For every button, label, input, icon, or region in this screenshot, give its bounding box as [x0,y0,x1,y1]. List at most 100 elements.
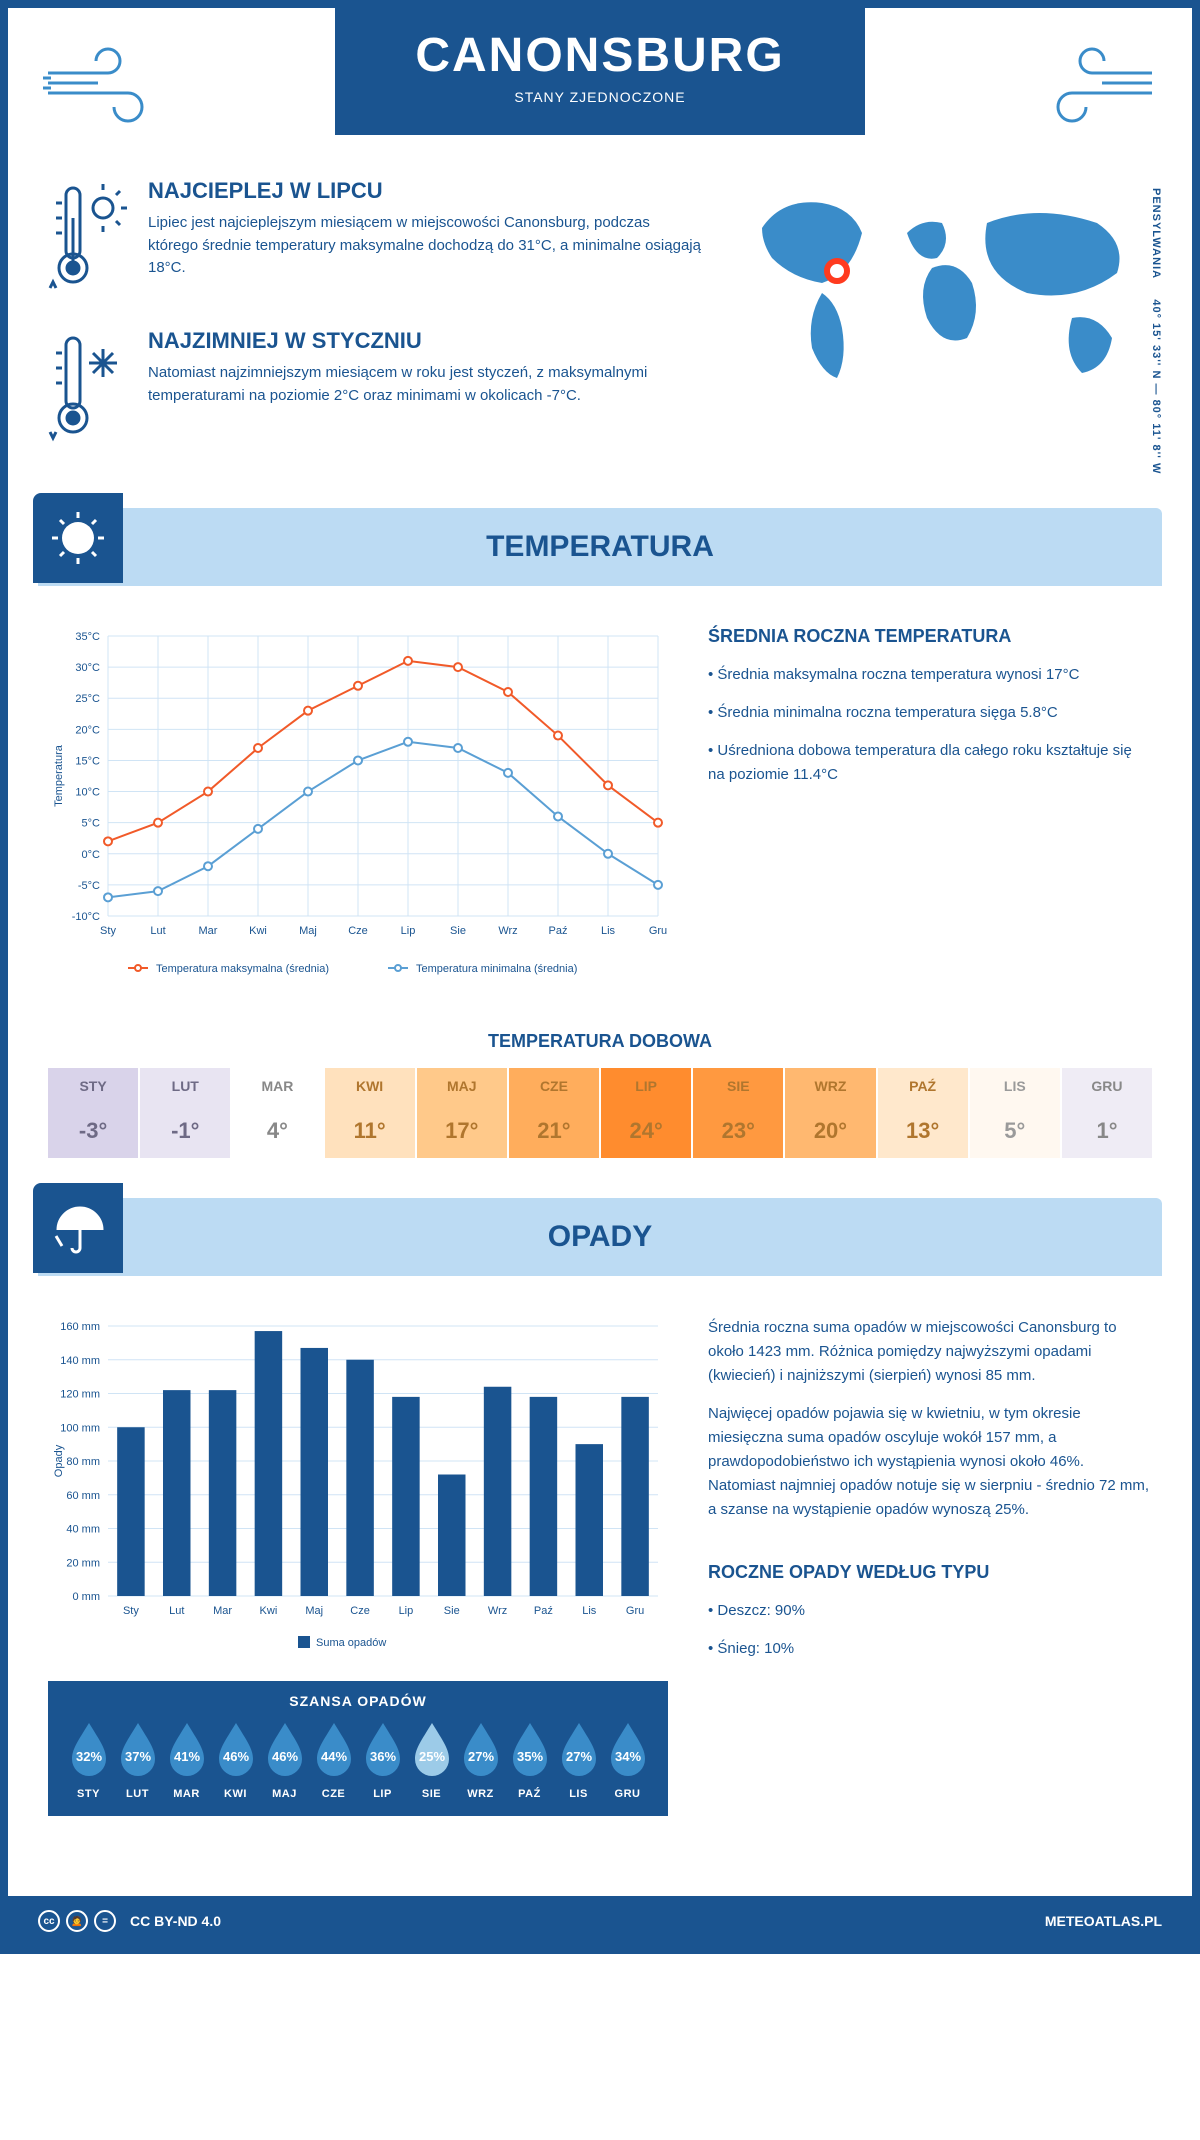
temp-facts: NAJCIEPLEJ W LIPCU Lipiec jest najcieple… [48,178,702,478]
svg-text:5°C: 5°C [82,818,101,830]
daily-value: 1° [1062,1104,1152,1158]
daily-value: 5° [970,1104,1060,1158]
svg-text:Opady: Opady [53,1444,65,1477]
svg-text:46%: 46% [271,1749,297,1764]
svg-text:Sty: Sty [100,925,116,937]
thermometer-snow-icon [48,328,128,448]
daily-month: LIP [601,1068,691,1104]
warm-content: NAJCIEPLEJ W LIPCU Lipiec jest najcieple… [148,178,702,298]
daily-value: 17° [417,1104,507,1158]
drop-month: GRU [603,1788,652,1800]
drop-icon: 46% [213,1719,259,1777]
daily-cell: PAŹ 13° [878,1068,968,1158]
drop-month: MAR [162,1788,211,1800]
precip-title: OPADY [548,1220,652,1253]
thermometer-sun-icon [48,178,128,298]
svg-text:Maj: Maj [305,1605,323,1617]
drop-month: WRZ [456,1788,505,1800]
svg-text:Gru: Gru [626,1605,644,1617]
precip-drop: 41% MAR [162,1719,211,1800]
precip-bar-chart: 0 mm20 mm40 mm60 mm80 mm100 mm120 mm140 … [48,1316,668,1656]
svg-text:Mar: Mar [213,1605,232,1617]
temp-title: TEMPERATURA [486,530,714,563]
drop-icon: 34% [605,1719,651,1777]
daily-month: WRZ [785,1068,875,1104]
title-ribbon: CANONSBURG STANY ZJEDNOCZONE [335,8,864,135]
daily-month: SIE [693,1068,783,1104]
svg-text:Temperatura minimalna (średnia: Temperatura minimalna (średnia) [416,963,577,975]
drop-icon: 25% [409,1719,455,1777]
daily-month: LIS [970,1068,1060,1104]
daily-month: KWI [325,1068,415,1104]
svg-text:Lip: Lip [401,925,416,937]
precip-chance-panel: SZANSA OPADÓW 32% STY 37% LUT 41% MAR 46… [48,1681,668,1816]
daily-month: STY [48,1068,138,1104]
precip-drop: 46% KWI [211,1719,260,1800]
precip-drop: 35% PAŹ [505,1719,554,1800]
svg-text:40 mm: 40 mm [66,1524,100,1536]
svg-text:80 mm: 80 mm [66,1456,100,1468]
precip-type-title: ROCZNE OPADY WEDŁUG TYPU [708,1562,1152,1583]
daily-cell: KWI 11° [325,1068,415,1158]
precip-chart: 0 mm20 mm40 mm60 mm80 mm100 mm120 mm140 … [48,1316,668,1816]
svg-text:Paź: Paź [534,1605,553,1617]
precip-drop: 34% GRU [603,1719,652,1800]
daily-month: GRU [1062,1068,1152,1104]
drop-icon: 46% [262,1719,308,1777]
drop-month: LIS [554,1788,603,1800]
city-name: CANONSBURG [415,28,784,83]
svg-text:Cze: Cze [350,1605,370,1617]
drop-icon: 44% [311,1719,357,1777]
warm-text: Lipiec jest najcieplejszym miesiącem w m… [148,212,702,280]
daily-cell: CZE 21° [509,1068,599,1158]
svg-text:10°C: 10°C [75,787,100,799]
svg-text:20°C: 20°C [75,724,100,736]
drop-icon: 41% [164,1719,210,1777]
daily-value: 24° [601,1104,691,1158]
temp-chart-area: -10°C-5°C0°C5°C10°C15°C20°C25°C30°C35°CS… [8,586,1192,1021]
drop-month: KWI [211,1788,260,1800]
temp-bullet: • Średnia maksymalna roczna temperatura … [708,663,1152,687]
svg-text:Wrz: Wrz [498,925,517,937]
svg-text:34%: 34% [614,1749,640,1764]
cc-icons: cc 🙍 = CC BY-ND 4.0 [38,1910,221,1932]
type-bullet: • Śnieg: 10% [708,1637,1152,1661]
svg-text:Suma opadów: Suma opadów [316,1637,386,1649]
svg-text:41%: 41% [173,1749,199,1764]
footer: cc 🙍 = CC BY-ND 4.0 METEOATLAS.PL [8,1896,1192,1946]
temp-chart: -10°C-5°C0°C5°C10°C15°C20°C25°C30°C35°CS… [48,626,668,991]
daily-cell: MAJ 17° [417,1068,507,1158]
temp-bullet: • Uśredniona dobowa temperatura dla całe… [708,739,1152,787]
svg-text:46%: 46% [222,1749,248,1764]
header: CANONSBURG STANY ZJEDNOCZONE [8,8,1192,138]
svg-text:25%: 25% [418,1749,444,1764]
svg-text:36%: 36% [369,1749,395,1764]
svg-text:100 mm: 100 mm [60,1422,100,1434]
world-map-icon [732,178,1152,398]
daily-month: LUT [140,1068,230,1104]
drop-month: SIE [407,1788,456,1800]
daily-value: 13° [878,1104,968,1158]
svg-text:140 mm: 140 mm [60,1355,100,1367]
precip-drop: 32% STY [64,1719,113,1800]
svg-text:60 mm: 60 mm [66,1490,100,1502]
daily-month: CZE [509,1068,599,1104]
drop-month: MAJ [260,1788,309,1800]
svg-text:27%: 27% [565,1749,591,1764]
license-text: CC BY-ND 4.0 [130,1913,221,1929]
lon: 80° 11' 8'' W [1150,400,1162,475]
precip-p2: Najwięcej opadów pojawia się w kwietniu,… [708,1402,1152,1522]
country-name: STANY ZJEDNOCZONE [415,89,784,105]
wind-icon-left [38,38,188,138]
temp-summary: ŚREDNIA ROCZNA TEMPERATURA • Średnia mak… [708,626,1152,991]
precip-drop: 27% WRZ [456,1719,505,1800]
svg-text:35°C: 35°C [75,631,100,643]
cold-fact: NAJZIMNIEJ W STYCZNIU Natomiast najzimni… [48,328,702,448]
map-area: PENSYLWANIA 40° 15' 33'' N — 80° 11' 8''… [732,178,1152,478]
warm-title: NAJCIEPLEJ W LIPCU [148,178,702,204]
daily-value: 11° [325,1104,415,1158]
daily-cell: WRZ 20° [785,1068,875,1158]
nd-icon: = [94,1910,116,1932]
svg-text:Sty: Sty [123,1605,139,1617]
temp-section-header: TEMPERATURA [38,508,1162,586]
